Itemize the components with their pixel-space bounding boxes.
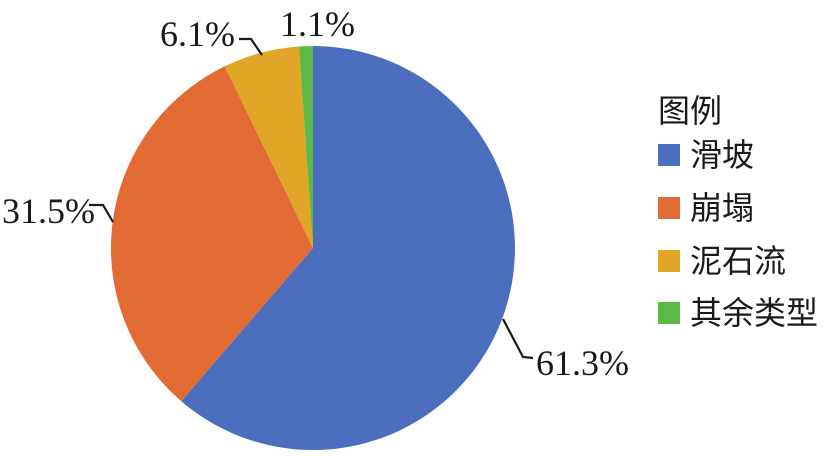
leader-lines (89, 37, 534, 360)
legend-swatch-debris-flow (658, 250, 680, 272)
leader-line-landslide (502, 318, 534, 360)
pie-slice-debris-flow[interactable] (224, 46, 313, 249)
legend-item-collapse[interactable]: 崩塌 (658, 190, 754, 226)
legend-item-other-types[interactable]: 其余类型 (658, 295, 818, 331)
pie-slice-other-types[interactable] (299, 46, 313, 248)
pie-slice-collapse[interactable] (110, 66, 313, 402)
percent-labels: 6.1% 1.1% 31.5% 61.3% (2, 4, 629, 383)
legend-item-landslide[interactable]: 滑坡 (658, 137, 754, 173)
legend-label-other-types: 其余类型 (690, 295, 818, 331)
leader-line-debris-flow (239, 37, 263, 56)
legend: 图例 滑坡 崩塌 泥石流 其余类型 (658, 93, 818, 331)
pie-slice-landslide[interactable] (181, 46, 515, 450)
legend-item-debris-flow[interactable]: 泥石流 (658, 243, 786, 279)
pct-label-landslide: 61.3% (536, 343, 629, 383)
pct-label-debris-flow: 6.1% (160, 14, 235, 54)
pie-slices (110, 46, 515, 450)
legend-label-debris-flow: 泥石流 (690, 243, 786, 279)
legend-swatch-landslide (658, 144, 680, 166)
legend-title: 图例 (658, 93, 722, 129)
legend-swatch-other-types (658, 302, 680, 324)
leader-line-collapse (89, 203, 114, 223)
legend-swatch-collapse (658, 197, 680, 219)
pct-label-collapse: 31.5% (2, 191, 95, 231)
legend-label-collapse: 崩塌 (690, 190, 754, 226)
pct-label-other-types: 1.1% (280, 4, 355, 44)
legend-label-landslide: 滑坡 (690, 137, 754, 173)
